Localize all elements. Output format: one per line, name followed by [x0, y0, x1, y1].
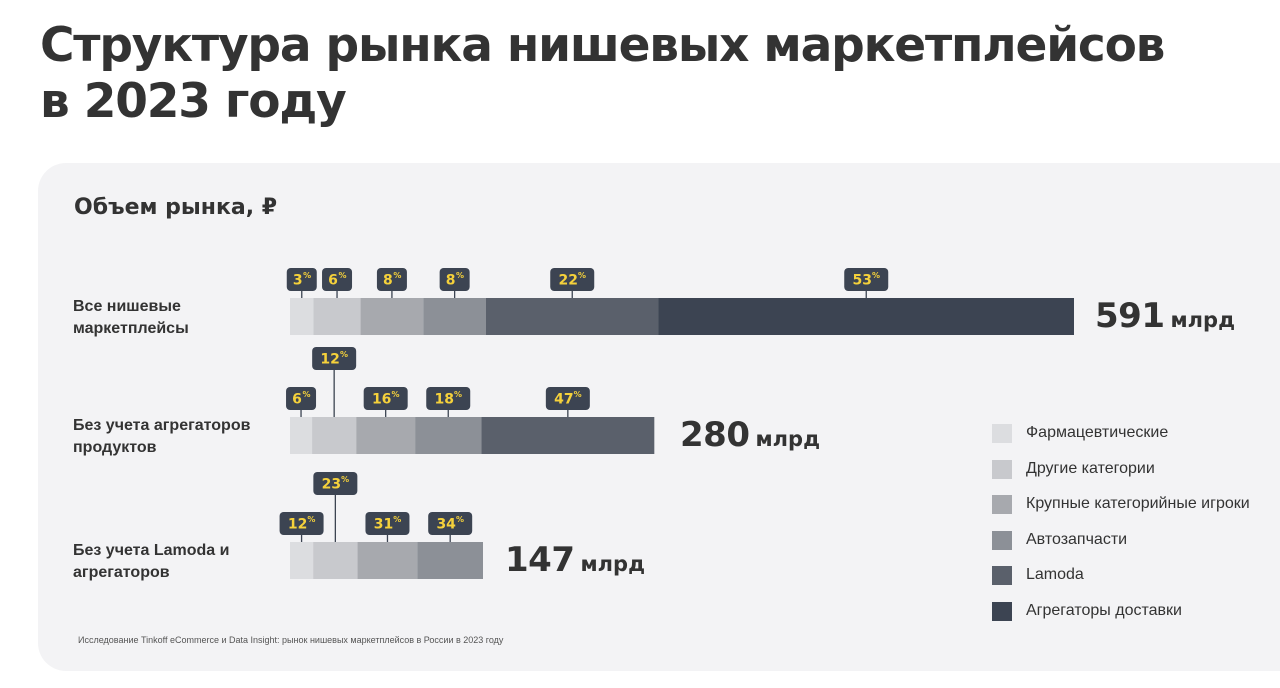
data-label-value: 8 [383, 273, 393, 289]
category-label-all: Все нишевые маркетплейсы [73, 298, 189, 337]
data-label-badge [363, 387, 408, 410]
row-total-unit: млрд [580, 552, 646, 576]
legend-item-auto-parts: Автозапчасти [992, 525, 1272, 561]
data-label-badge [286, 268, 317, 291]
row-total-no-lamoda: 147 млрд [505, 540, 645, 580]
data-label-unit: % [340, 350, 348, 359]
row-total-no-aggregators: 280 млрд [680, 415, 820, 455]
data-label-value: 18 [434, 392, 453, 408]
page-title: Структура рынка нишевых маркетплейсов в … [40, 18, 1165, 129]
legend-label: Другие категории [1026, 459, 1155, 477]
bar-segment [357, 542, 418, 579]
bar-segment [481, 417, 655, 454]
legend-swatch [992, 424, 1012, 443]
category-label-no-lamoda: Без учета Lamoda и агрегаторов [73, 542, 230, 581]
legend-label: Автозапчасти [1026, 530, 1128, 548]
data-label-value: 34 [436, 517, 456, 533]
data-label-badge [844, 268, 889, 291]
data-label-value: 31 [374, 517, 393, 533]
data-label-unit: % [454, 390, 462, 399]
data-label-badge [545, 387, 590, 410]
data-label-unit: % [393, 271, 401, 280]
data-label-unit: % [578, 271, 586, 280]
data-label-badge [439, 268, 470, 291]
legend-item-large-players: Крупные категорийные игроки [992, 489, 1272, 525]
bar-segment [415, 417, 482, 454]
chart-legend: Фармацевтические Другие категории Крупны… [992, 418, 1272, 631]
bar-segment [360, 298, 424, 335]
legend-swatch [992, 495, 1012, 514]
data-label-unit: % [341, 475, 349, 484]
bar-segment [290, 417, 313, 454]
bar-segment [486, 298, 659, 335]
legend-swatch [992, 601, 1012, 621]
bar-segment [658, 298, 1074, 335]
bar-segment [312, 417, 357, 454]
data-label-value: 22 [558, 273, 577, 289]
data-label-badge [312, 347, 357, 370]
data-label-badge [426, 387, 471, 410]
data-label-unit: % [338, 271, 346, 280]
data-label-badge [550, 268, 595, 291]
bar-segment [313, 542, 358, 579]
legend-item-other: Другие категории [992, 454, 1272, 490]
data-label-value: 8 [446, 273, 456, 289]
row-total-all: 591 млрд [1095, 296, 1235, 336]
data-label-value: 6 [328, 273, 338, 289]
data-label-value: 12 [320, 352, 339, 368]
row-total-value: 147 [505, 540, 575, 580]
legend-label: Агрегаторы доставки [1026, 601, 1182, 619]
bar-segment [290, 298, 314, 335]
data-label-unit: % [393, 515, 401, 524]
row-total-unit: млрд [1170, 308, 1236, 332]
data-label-value: 6 [292, 392, 302, 408]
data-label-badge [286, 387, 317, 410]
data-label-value: 16 [372, 392, 391, 408]
legend-label: Lamoda [1026, 566, 1084, 583]
category-label-no-aggregators: Без учета агрегаторов продуктов [73, 417, 251, 456]
data-label-value: 53 [852, 273, 871, 289]
chart-subtitle: Объем рынка, ₽ [74, 195, 278, 220]
data-label-badge [313, 472, 358, 495]
chart-panel [38, 163, 1280, 671]
data-label-value: 47 [554, 392, 573, 408]
legend-swatch [992, 566, 1012, 585]
legend-swatch [992, 459, 1012, 479]
bar-segment [356, 417, 416, 454]
data-label-badge [365, 512, 410, 535]
legend-label: Фармацевтические [1026, 424, 1169, 441]
data-label-badge [322, 268, 353, 291]
bar-segment [423, 298, 486, 335]
data-label-unit: % [302, 390, 310, 399]
legend-item-lamoda: Lamoda [992, 560, 1272, 596]
bar-segment [417, 542, 483, 579]
data-label-unit: % [456, 515, 464, 524]
row-total-unit: млрд [755, 427, 821, 451]
bar-segment [290, 542, 314, 579]
data-label-unit: % [303, 271, 311, 280]
data-label-unit: % [391, 390, 399, 399]
data-label-badge [428, 512, 473, 535]
data-label-unit: % [872, 271, 880, 280]
bar-segment [313, 298, 361, 335]
legend-item-delivery-aggregators: Агрегаторы доставки [992, 596, 1272, 632]
legend-item-pharma: Фармацевтические [992, 418, 1272, 454]
source-note: Исследование Tinkoff eCommerce и Data In… [78, 635, 504, 645]
row-total-value: 591 [1095, 296, 1165, 336]
data-label-badge [376, 268, 407, 291]
data-label-unit: % [574, 390, 582, 399]
legend-swatch [992, 530, 1012, 550]
data-label-value: 23 [322, 477, 341, 493]
data-label-value: 12 [288, 517, 307, 533]
data-label-badge [279, 512, 324, 535]
data-label-unit: % [307, 515, 315, 524]
data-label-unit: % [456, 271, 464, 280]
data-label-value: 3 [293, 273, 303, 289]
legend-label: Крупные категорийные игроки [1026, 495, 1250, 512]
row-total-value: 280 [680, 415, 750, 455]
